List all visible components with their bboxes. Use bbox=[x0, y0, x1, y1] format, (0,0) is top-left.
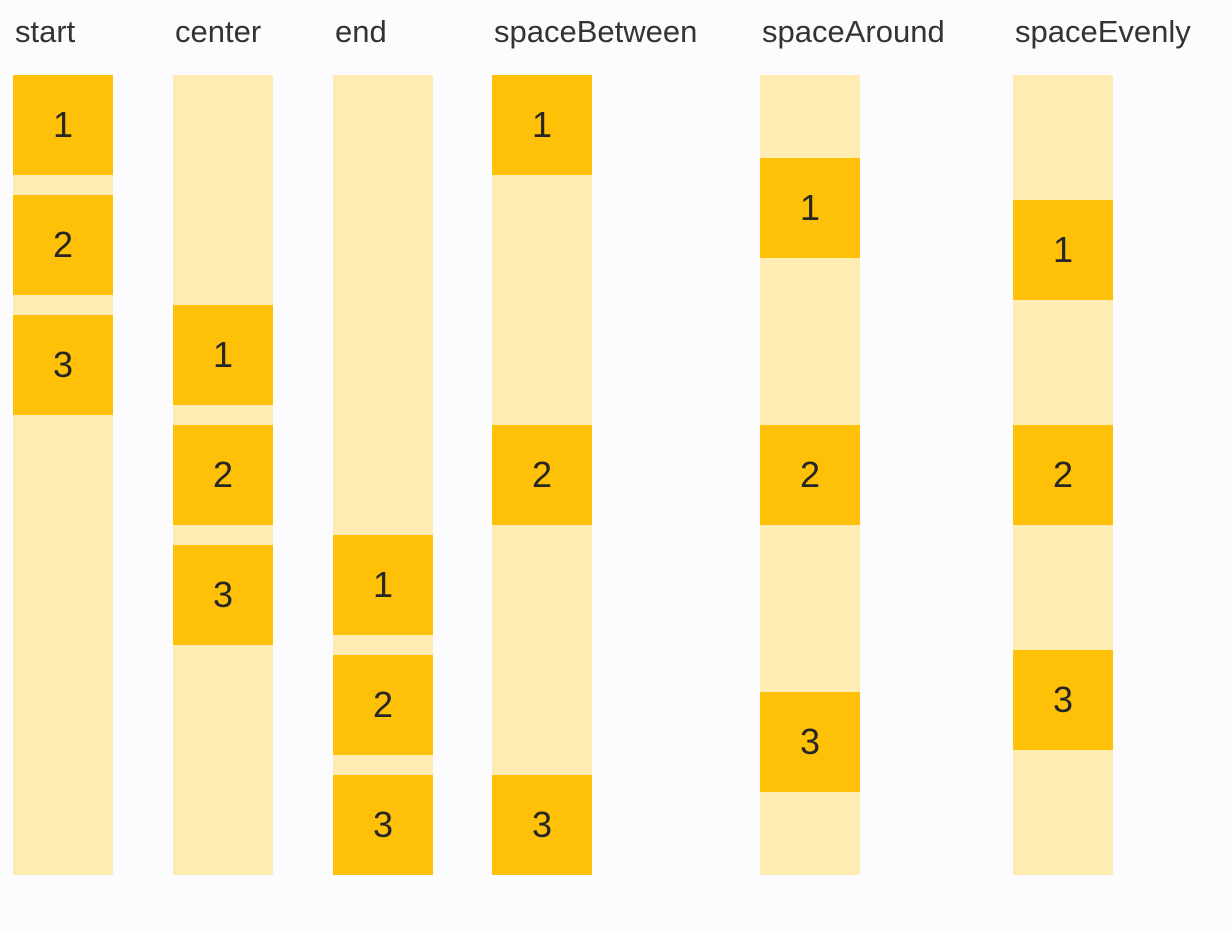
flex-item-number: 2 bbox=[1052, 454, 1074, 495]
flex-item-number: 2 bbox=[372, 684, 394, 725]
flex-item-number: 3 bbox=[212, 574, 234, 615]
alignment-track-end: 1 2 3 bbox=[333, 75, 433, 875]
flex-item: 1 bbox=[1013, 200, 1113, 300]
flex-item: 3 bbox=[492, 775, 592, 875]
flex-item-number: 1 bbox=[531, 104, 553, 145]
flex-item: 3 bbox=[173, 545, 273, 645]
flex-item: 2 bbox=[1013, 425, 1113, 525]
column-group-space-around: spaceAround 1 2 3 bbox=[760, 0, 945, 875]
column-label-space-around: spaceAround bbox=[762, 14, 945, 49]
column-group-space-between: spaceBetween 1 2 3 bbox=[492, 0, 697, 875]
flex-item-number: 2 bbox=[52, 224, 74, 265]
flex-item-number: 3 bbox=[799, 720, 821, 762]
flex-item: 3 bbox=[1013, 650, 1113, 750]
column-group-center: center 1 2 3 bbox=[173, 0, 273, 875]
flex-item: 2 bbox=[492, 425, 592, 525]
flex-item-number: 1 bbox=[1052, 229, 1074, 270]
flex-item: 3 bbox=[760, 691, 860, 792]
column-group-space-evenly: spaceEvenly 1 2 3 bbox=[1013, 0, 1191, 875]
column-label-end: end bbox=[335, 14, 387, 49]
flex-item-number: 2 bbox=[531, 454, 553, 495]
flex-item: 2 bbox=[760, 424, 860, 525]
alignment-track-space-around: 1 2 3 bbox=[760, 75, 860, 875]
flex-item-number: 1 bbox=[799, 187, 821, 229]
flex-item: 1 bbox=[173, 305, 273, 405]
column-group-start: start 1 2 3 bbox=[13, 0, 113, 875]
column-label-start: start bbox=[15, 14, 76, 49]
column-label-space-evenly: spaceEvenly bbox=[1015, 14, 1191, 49]
flex-item: 1 bbox=[492, 75, 592, 175]
column-group-end: end 1 2 3 bbox=[333, 0, 433, 875]
flex-item-number: 3 bbox=[372, 804, 394, 845]
flex-item: 3 bbox=[333, 775, 433, 875]
flex-item: 1 bbox=[333, 535, 433, 635]
alignment-track-space-evenly: 1 2 3 bbox=[1013, 75, 1113, 875]
alignment-track-center: 1 2 3 bbox=[173, 75, 273, 875]
flex-item-number: 2 bbox=[212, 454, 234, 495]
flex-item: 1 bbox=[760, 158, 860, 259]
flex-item: 2 bbox=[333, 655, 433, 755]
flex-item-number: 2 bbox=[799, 453, 821, 495]
flex-item-number: 1 bbox=[372, 564, 394, 605]
flex-item-number: 3 bbox=[1052, 679, 1074, 720]
flex-item: 2 bbox=[13, 195, 113, 295]
flex-item: 1 bbox=[13, 75, 113, 175]
column-label-space-between: spaceBetween bbox=[494, 14, 698, 49]
alignment-track-space-between: 1 2 3 bbox=[492, 75, 592, 875]
flex-item-number: 1 bbox=[52, 104, 74, 145]
flex-item-number: 1 bbox=[212, 334, 234, 375]
flex-item: 2 bbox=[173, 425, 273, 525]
flex-item-number: 3 bbox=[531, 804, 553, 845]
column-label-center: center bbox=[175, 14, 262, 49]
flex-item-number: 3 bbox=[52, 344, 74, 385]
alignment-track-start: 1 2 3 bbox=[13, 75, 113, 875]
flex-item: 3 bbox=[13, 315, 113, 415]
